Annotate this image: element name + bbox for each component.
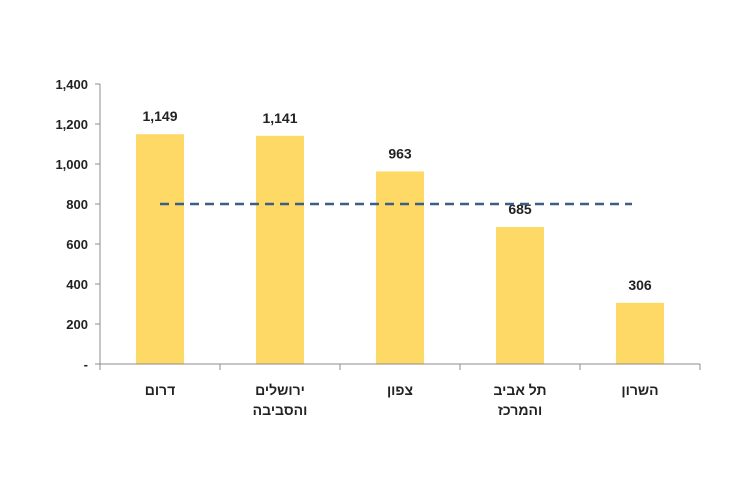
x-category-label: תל אביב והמרכז — [493, 382, 546, 418]
y-tick-label: 1,200 — [55, 117, 88, 132]
y-tick-label: 800 — [66, 197, 88, 212]
data-label: 963 — [388, 145, 412, 161]
y-tick-label: 600 — [66, 237, 88, 252]
y-tick-label: 1,000 — [55, 157, 88, 172]
bar — [616, 302, 664, 364]
x-category-label: ירושלים והסביבה — [253, 382, 308, 418]
y-tick-label: - — [84, 357, 88, 372]
x-tick-label-line: תל אביב — [493, 382, 546, 398]
x-tick-label-line: צפון — [387, 382, 413, 398]
bar — [136, 134, 184, 364]
y-tick-label: 1,400 — [55, 77, 88, 92]
data-label: 1,149 — [142, 108, 177, 124]
x-category-label: דרום — [145, 382, 176, 398]
x-tick-label-line: ירושלים — [255, 382, 305, 398]
x-category-label: השרון — [621, 382, 658, 398]
y-tick-label: 200 — [66, 317, 88, 332]
bar — [496, 227, 544, 364]
y-tick-label: 400 — [66, 277, 88, 292]
x-category-label: צפון — [387, 382, 413, 398]
bar — [376, 171, 424, 364]
x-tick-label-line: דרום — [145, 382, 176, 398]
x-tick-label-line: והסביבה — [253, 402, 308, 418]
x-tick-label-line: השרון — [621, 382, 658, 398]
x-axis: דרום ירושלים והסביבה צפון תל אביב והמרכז השרון — [99, 363, 701, 418]
data-label: 306 — [628, 277, 652, 293]
data-label: 1,141 — [262, 110, 297, 126]
y-axis: - 200 400 600 800 1,000 1,200 1,400 — [55, 77, 101, 372]
x-tick-label-line: והמרכז — [498, 402, 542, 418]
bar — [256, 135, 304, 364]
